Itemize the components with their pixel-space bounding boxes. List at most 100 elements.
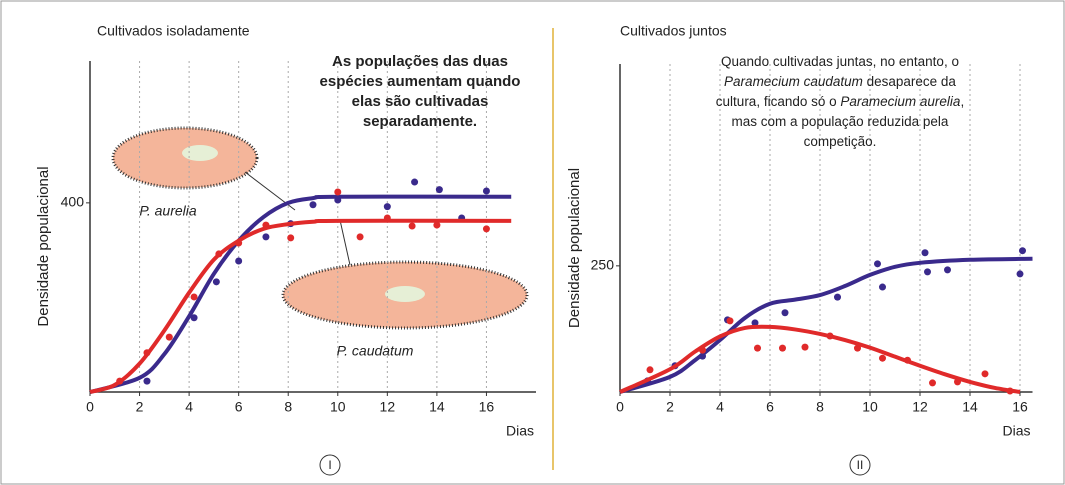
data-point: [116, 378, 123, 385]
x-tick-label: 0: [86, 399, 94, 415]
data-point: [287, 234, 294, 241]
x-tick-label: 8: [284, 399, 292, 415]
chart-title: Cultivados isoladamente: [97, 23, 250, 39]
data-point: [1019, 247, 1026, 254]
annotation-text: separadamente.: [363, 113, 477, 130]
x-tick-label: 2: [136, 399, 144, 415]
data-point: [929, 379, 936, 386]
data-point: [143, 349, 150, 356]
data-point: [779, 345, 786, 352]
species-label: P. aurelia: [139, 203, 197, 219]
x-axis-label: Dias: [506, 423, 534, 439]
chart-title: Cultivados juntos: [620, 23, 727, 39]
data-point: [854, 345, 861, 352]
data-point: [411, 179, 418, 186]
page: {"chart_data": [ {"type": "line", "title…: [0, 0, 1065, 485]
annotation-text: As populações das duas: [332, 53, 508, 70]
data-point: [191, 293, 198, 300]
y-tick-label: 400: [61, 194, 85, 210]
data-point: [357, 233, 364, 240]
data-point: [384, 214, 391, 221]
data-point: [924, 268, 931, 275]
x-tick-label: 14: [962, 399, 978, 415]
x-tick-label: 10: [330, 399, 346, 415]
data-point: [334, 188, 341, 195]
annotation-text: Paramecium caudatum: [724, 74, 863, 89]
data-point: [879, 355, 886, 362]
data-point: [213, 278, 220, 285]
panel-label: I: [328, 458, 331, 472]
data-point: [754, 345, 761, 352]
annotation: separadamente.: [363, 113, 477, 130]
data-point: [235, 258, 242, 265]
data-point: [727, 317, 734, 324]
data-point: [384, 203, 391, 210]
annotation-text: mas com a população reduzida pela: [732, 114, 949, 129]
data-point: [262, 233, 269, 240]
x-tick-label: 14: [429, 399, 445, 415]
data-point: [954, 378, 961, 385]
y-axis-label: Densidade populacional: [35, 166, 52, 326]
data-point: [1017, 270, 1024, 277]
data-point: [436, 186, 443, 193]
data-point: [191, 314, 198, 321]
data-point: [310, 201, 317, 208]
annotation-text: Quando cultivadas juntas, no entanto, o: [721, 54, 959, 69]
x-tick-label: 4: [716, 399, 724, 415]
x-tick-label: 4: [185, 399, 193, 415]
data-point: [409, 223, 416, 230]
x-tick-label: 8: [816, 399, 824, 415]
panel-label: II: [857, 458, 864, 472]
annotation: As populações das duas: [332, 53, 508, 70]
data-point: [433, 222, 440, 229]
data-point: [483, 188, 490, 195]
data-point: [235, 240, 242, 247]
data-point: [483, 225, 490, 232]
data-point: [143, 378, 150, 385]
annotation: Paramecium caudatum desaparece da: [724, 74, 956, 89]
data-point: [802, 344, 809, 351]
annotation-text: ,: [960, 94, 964, 109]
data-point: [944, 266, 951, 273]
figure: Cultivados isoladamente 0 2 4 6 8 10 12 14 16 400 D…: [0, 0, 1065, 485]
x-axis-label: Dias: [1002, 423, 1030, 439]
data-point: [782, 309, 789, 316]
annotation: elas são cultivadas: [352, 93, 489, 110]
data-point: [699, 353, 706, 360]
data-point: [904, 357, 911, 364]
x-tick-label: 0: [616, 399, 624, 415]
annotation-text: cultura, ficando só o: [716, 94, 841, 109]
data-point: [215, 250, 222, 257]
x-tick-label: 12: [380, 399, 396, 415]
data-point: [922, 249, 929, 256]
annotation: competição.: [804, 134, 877, 149]
data-point: [262, 222, 269, 229]
data-point: [879, 284, 886, 291]
data-point: [647, 366, 654, 373]
data-point: [1007, 387, 1014, 394]
x-tick-label: 2: [666, 399, 674, 415]
annotation: mas com a população reduzida pela: [732, 114, 949, 129]
annotation-text: espécies aumentam quando: [320, 73, 521, 90]
annotation-text: competição.: [804, 134, 877, 149]
data-point: [874, 260, 881, 267]
x-tick-label: 16: [1012, 399, 1028, 415]
annotation-text: elas são cultivadas: [352, 93, 489, 110]
data-point: [834, 294, 841, 301]
x-tick-label: 10: [862, 399, 878, 415]
x-tick-label: 6: [235, 399, 243, 415]
data-point: [827, 332, 834, 339]
data-point: [334, 197, 341, 204]
annotation: cultura, ficando só o Paramecium aurelia…: [716, 94, 964, 109]
data-point: [699, 347, 706, 354]
annotation-text: desaparece da: [863, 74, 957, 89]
x-tick-label: 12: [912, 399, 928, 415]
data-point: [166, 334, 173, 341]
y-axis-label: Densidade populacional: [566, 168, 583, 328]
x-tick-label: 16: [479, 399, 495, 415]
annotation: espécies aumentam quando: [320, 73, 521, 90]
species-label: P. caudatum: [337, 343, 414, 359]
annotation: Quando cultivadas juntas, no entanto, o: [721, 54, 959, 69]
x-tick-label: 6: [766, 399, 774, 415]
data-point: [982, 370, 989, 377]
